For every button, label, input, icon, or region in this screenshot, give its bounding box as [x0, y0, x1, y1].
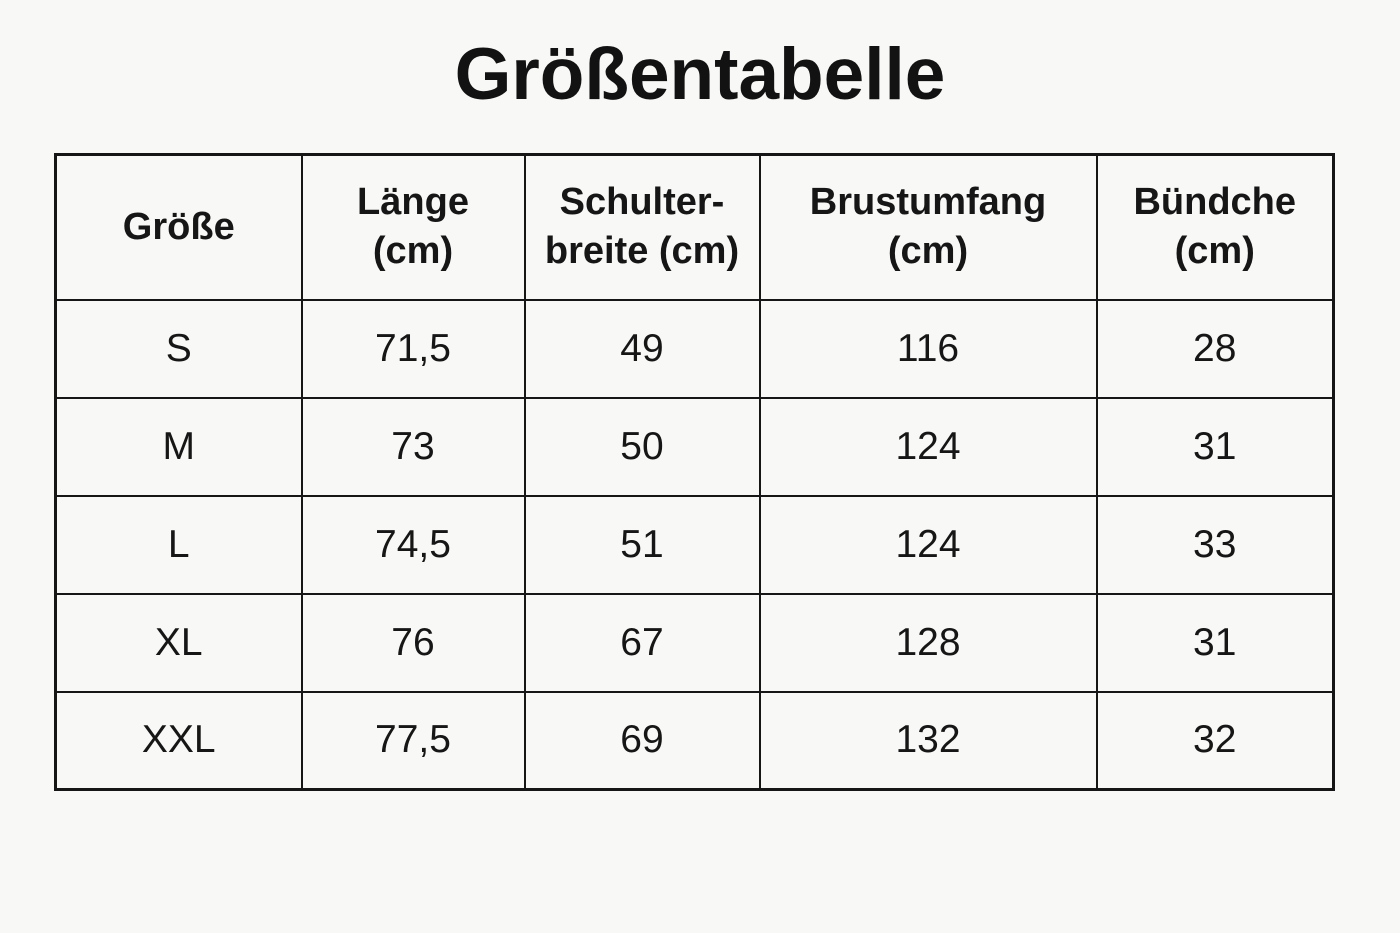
brustumfang-cell: 128	[758, 592, 1098, 693]
table-row-l: L 74,5 51 124 33	[54, 494, 1335, 595]
header-schulterbreite: Schulter-breite (cm)	[523, 153, 761, 301]
size-cell: S	[54, 298, 303, 399]
size-chart-table: Größe Länge (cm) Schulter-breite (cm) Bru…	[54, 153, 1335, 791]
schulterbreite-cell: 67	[523, 592, 761, 693]
header-brustumfang: Brustumfang (cm)	[758, 153, 1098, 301]
header-buendche-line1: Bündche	[1133, 181, 1297, 224]
laenge-cell: 73	[300, 396, 526, 497]
header-schulterbreite-line2: breite (cm)	[544, 230, 740, 273]
laenge-cell: 76	[300, 592, 526, 693]
brustumfang-cell: 116	[758, 298, 1098, 399]
table-row-m: M 73 50 124 31	[54, 396, 1335, 497]
size-cell: M	[54, 396, 303, 497]
brustumfang-cell: 132	[758, 690, 1098, 791]
page-title: Größentabelle	[454, 34, 946, 115]
size-cell: XL	[54, 592, 303, 693]
header-groesse-line1: Größe	[122, 205, 235, 248]
header-brustumfang-line1: Brustumfang	[809, 181, 1047, 224]
header-brustumfang-line2: (cm)	[887, 230, 969, 273]
header-laenge-line2: (cm)	[372, 230, 454, 273]
buendche-cell: 31	[1095, 396, 1335, 497]
size-cell: XXL	[54, 690, 303, 791]
schulterbreite-cell: 51	[523, 494, 761, 595]
table-row-xl: XL 76 67 128 31	[54, 592, 1335, 693]
buendche-cell: 33	[1095, 494, 1335, 595]
size-cell: L	[54, 494, 303, 595]
buendche-cell: 31	[1095, 592, 1335, 693]
laenge-cell: 74,5	[300, 494, 526, 595]
header-laenge-line1: Länge	[357, 181, 469, 224]
table-header-row: Größe Länge (cm) Schulter-breite (cm) Bru…	[54, 153, 1335, 301]
brustumfang-cell: 124	[758, 396, 1098, 497]
schulterbreite-cell: 69	[523, 690, 761, 791]
header-groesse: Größe	[54, 153, 303, 301]
header-buendche-line2: (cm)	[1174, 230, 1255, 273]
header-schulterbreite-line1: Schulter-	[559, 181, 725, 224]
buendche-cell: 28	[1095, 298, 1335, 399]
schulterbreite-cell: 49	[523, 298, 761, 399]
table-row-xxl: XXL 77,5 69 132 32	[54, 690, 1335, 791]
header-buendche: Bündche (cm)	[1095, 153, 1335, 301]
table-row-s: S 71,5 49 116 28	[54, 298, 1335, 399]
schulterbreite-cell: 50	[523, 396, 761, 497]
buendche-cell: 32	[1095, 690, 1335, 791]
laenge-cell: 77,5	[300, 690, 526, 791]
header-laenge: Länge (cm)	[300, 153, 526, 301]
brustumfang-cell: 124	[758, 494, 1098, 595]
laenge-cell: 71,5	[300, 298, 526, 399]
